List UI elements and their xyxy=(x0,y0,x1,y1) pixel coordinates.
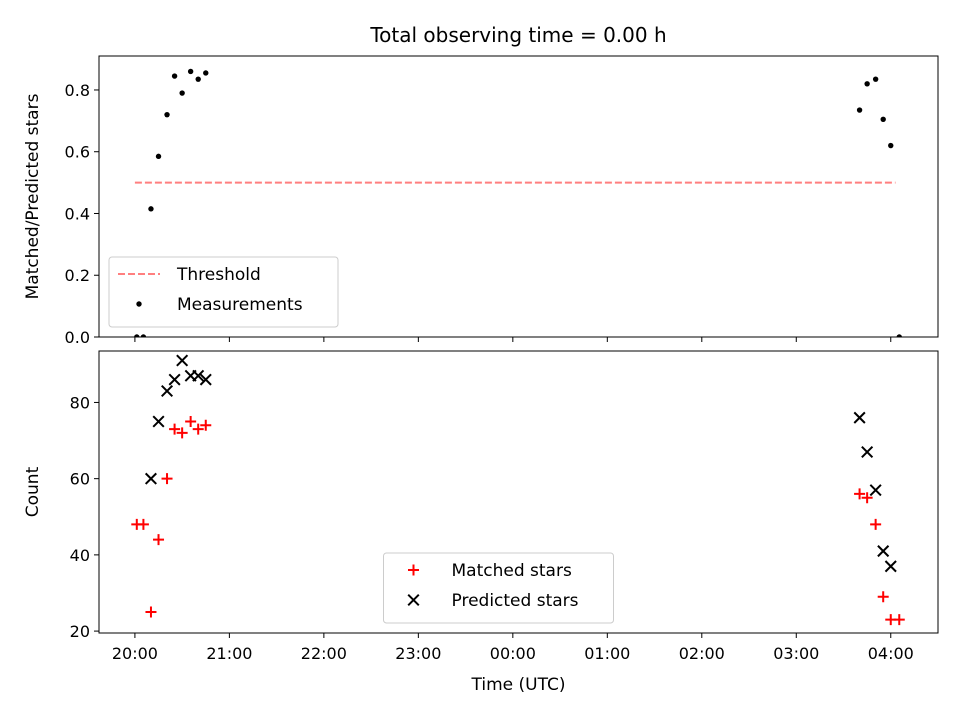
x-tick-label: 20:00 xyxy=(112,644,158,663)
x-tick-label: 04:00 xyxy=(868,644,914,663)
y-axis-label: Matched/Predicted stars xyxy=(23,93,43,299)
data-point xyxy=(187,68,194,75)
axes-frame xyxy=(98,55,939,338)
legend-box xyxy=(383,552,614,624)
data-point xyxy=(153,534,165,546)
data-point xyxy=(195,76,201,82)
x-tick-label: 00:00 xyxy=(490,644,536,663)
legend-box xyxy=(108,256,339,328)
data-point xyxy=(168,373,181,386)
data-point xyxy=(164,111,170,118)
y-tick-label: 0.4 xyxy=(65,204,90,223)
data-point xyxy=(152,415,165,428)
legend: Matched stars Predicted stars xyxy=(383,552,614,624)
data-point xyxy=(176,427,188,439)
data-point xyxy=(145,606,157,618)
x-axis-label: Time (UTC) xyxy=(471,675,566,695)
x-tick-label: 02:00 xyxy=(679,644,725,663)
chart-title: Total observing time = 0.00 h xyxy=(369,23,666,47)
data-point xyxy=(861,445,874,458)
data-point xyxy=(869,484,882,497)
legend-label: Measurements xyxy=(177,295,303,315)
data-point xyxy=(148,206,154,212)
plot-area xyxy=(131,354,905,626)
data-point xyxy=(893,614,905,626)
data-point xyxy=(854,488,866,500)
x-tick-label: 03:00 xyxy=(773,644,819,663)
data-point xyxy=(192,369,205,382)
data-point xyxy=(199,373,212,386)
data-point xyxy=(861,492,873,504)
legend-label: Matched stars xyxy=(452,561,572,581)
y-tick-label: 0.6 xyxy=(65,143,90,162)
data-point xyxy=(169,423,181,435)
legend-label: Predicted stars xyxy=(452,591,579,611)
y-axis-label: Count xyxy=(23,466,43,517)
y-tick-label: 40 xyxy=(70,546,90,565)
data-point xyxy=(171,73,178,79)
data-point xyxy=(877,545,890,558)
data-point xyxy=(161,385,174,398)
data-point xyxy=(864,81,870,87)
y-tick-label: 0.0 xyxy=(65,328,90,347)
legend: Threshold Measurements xyxy=(108,256,339,328)
data-point xyxy=(880,116,886,123)
data-point xyxy=(155,153,162,160)
legend-swatch xyxy=(408,564,419,576)
y-tick-label: 0.2 xyxy=(65,266,90,285)
x-tick-label: 22:00 xyxy=(301,644,347,663)
data-point xyxy=(134,334,140,337)
data-point xyxy=(888,142,894,149)
chart-panel-1: Total observing time = 0.00 h 0.0 0.2 0.4 0.… xyxy=(23,23,939,347)
legend-label: Threshold xyxy=(176,265,261,285)
data-point xyxy=(870,518,882,530)
data-point xyxy=(896,334,902,337)
data-point xyxy=(853,411,866,424)
data-point xyxy=(161,473,173,485)
data-point xyxy=(877,591,889,603)
data-point xyxy=(137,518,149,530)
plot-area xyxy=(134,68,902,337)
data-point xyxy=(200,419,212,431)
legend-swatch xyxy=(136,301,142,307)
data-point xyxy=(884,560,897,573)
y-tick-label: 80 xyxy=(70,393,90,412)
data-point xyxy=(140,334,147,337)
data-point xyxy=(872,76,879,82)
data-point xyxy=(203,70,209,76)
y-tick-label: 0.8 xyxy=(65,81,90,100)
legend-swatch xyxy=(407,593,420,607)
data-point xyxy=(176,354,189,367)
data-point xyxy=(856,107,863,113)
y-tick-label: 60 xyxy=(70,470,90,489)
x-tick-label: 01:00 xyxy=(584,644,630,663)
data-point xyxy=(192,423,204,435)
y-tick-label: 20 xyxy=(70,622,90,641)
data-point xyxy=(144,472,157,485)
x-tick-label: 23:00 xyxy=(395,644,441,663)
x-tick-label: 21:00 xyxy=(206,644,252,663)
chart-panel-2: 20 40 60 80 20:00 21:00 22:00 23:00 00:00 01:00 02… xyxy=(23,350,939,695)
data-point xyxy=(185,416,197,427)
axes-frame xyxy=(98,350,939,634)
data-point xyxy=(179,90,185,96)
